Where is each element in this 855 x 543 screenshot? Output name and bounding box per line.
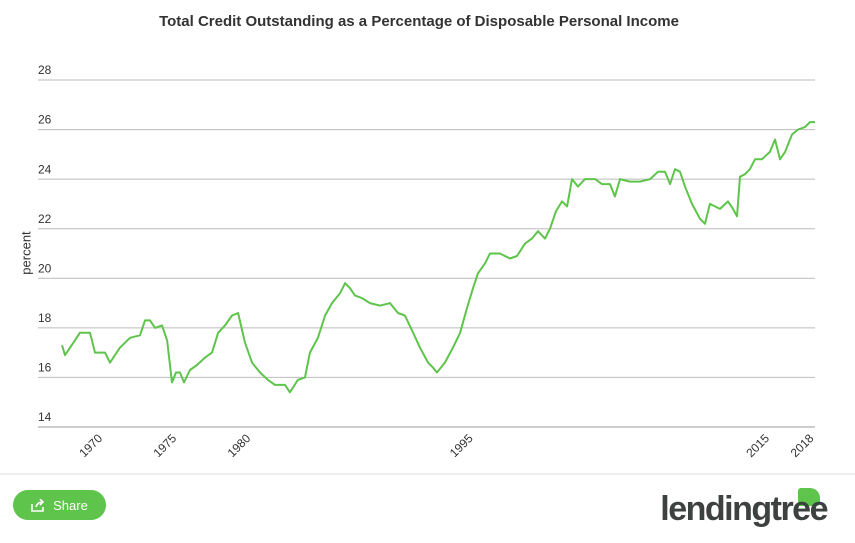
data-line [61,121,815,394]
y-tick-label: 26 [38,113,52,127]
share-label: Share [53,497,88,513]
x-tick-label: 1980 [225,431,254,460]
y-tick-label: 20 [38,261,52,275]
y-tick-label: 18 [38,311,52,325]
y-tick-label: 16 [38,361,52,375]
y-axis-label: percent [18,231,33,275]
y-tick-label: 28 [38,63,52,77]
x-tick-label: 1995 [447,431,476,460]
y-tick-label: 14 [38,410,52,424]
logo: lendingtree [660,490,828,528]
x-tick-label: 1975 [150,431,179,460]
y-tick-label: 22 [38,212,52,226]
x-tick-label: 2015 [743,431,772,460]
x-tick-label: 1970 [76,431,105,460]
share-icon [31,498,45,512]
chart: Total Credit Outstanding as a Percentage… [0,13,855,475]
share-button[interactable]: Share [13,490,106,520]
x-tick-label: 2018 [788,431,817,460]
chart-title: Total Credit Outstanding as a Percentage… [159,13,679,30]
y-tick-label: 24 [38,162,52,176]
logo-leaf [798,488,820,506]
